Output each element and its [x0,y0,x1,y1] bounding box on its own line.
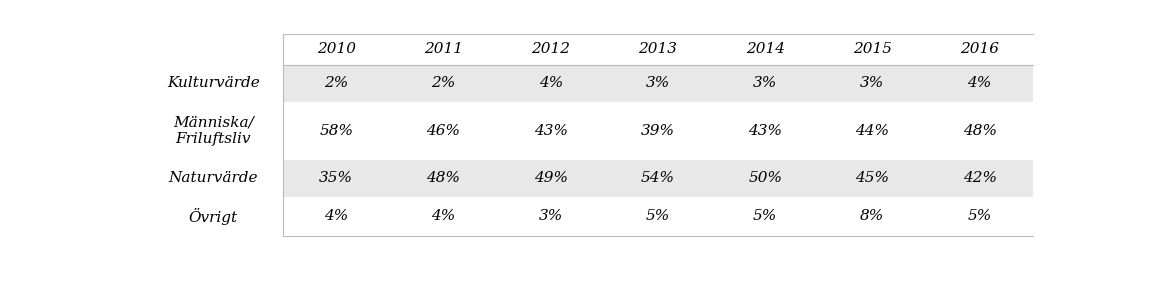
Text: 3%: 3% [753,76,777,90]
Text: 5%: 5% [967,210,992,223]
Text: 42%: 42% [963,171,996,185]
Text: 35%: 35% [319,171,353,185]
Text: 44%: 44% [856,124,889,138]
Text: 2%: 2% [324,76,348,90]
Text: Naturvärde: Naturvärde [168,171,258,185]
Text: 2015: 2015 [853,42,892,56]
Text: Kulturvärde: Kulturvärde [167,76,259,90]
Text: 2010: 2010 [317,42,356,56]
Text: 43%: 43% [534,124,567,138]
Text: 3%: 3% [538,210,563,223]
Text: 58%: 58% [319,124,353,138]
Bar [282,65,1033,102]
Text: 43%: 43% [748,124,782,138]
Text: 4%: 4% [967,76,992,90]
Text: 54%: 54% [641,171,675,185]
Text: 2%: 2% [431,76,455,90]
Text: 2011: 2011 [424,42,464,56]
Text: 48%: 48% [963,124,996,138]
Bar [282,160,1033,197]
Text: 39%: 39% [641,124,675,138]
Text: 45%: 45% [856,171,889,185]
Text: Övrigt: Övrigt [189,208,238,225]
Text: 8%: 8% [860,210,884,223]
Text: 2012: 2012 [532,42,571,56]
Text: 46%: 46% [427,124,460,138]
Text: 2016: 2016 [960,42,1000,56]
Text: 3%: 3% [860,76,884,90]
Text: 49%: 49% [534,171,567,185]
Text: 50%: 50% [748,171,782,185]
Text: 5%: 5% [753,210,777,223]
Text: 5%: 5% [646,210,670,223]
Text: Människa/
Friluftsliv: Människa/ Friluftsliv [173,115,254,146]
Text: 4%: 4% [324,210,348,223]
Text: 3%: 3% [646,76,670,90]
Text: 4%: 4% [431,210,455,223]
Text: 48%: 48% [427,171,460,185]
Text: 2014: 2014 [746,42,785,56]
Text: 2013: 2013 [639,42,678,56]
Text: 4%: 4% [538,76,563,90]
